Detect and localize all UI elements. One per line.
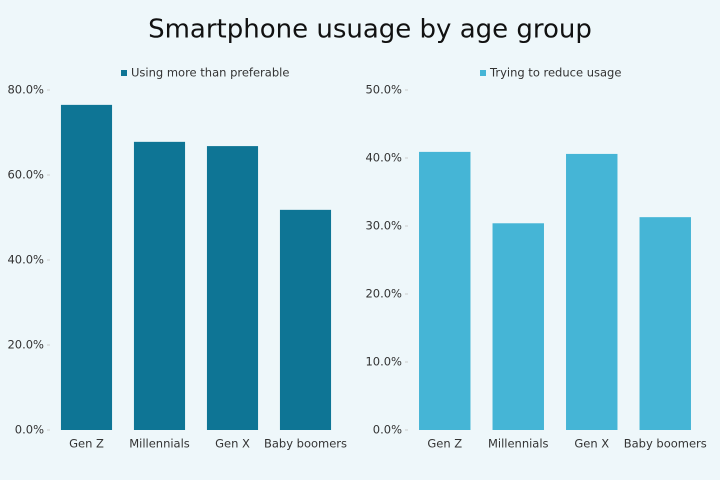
- chart-title: Smartphone usuage by age group: [148, 15, 592, 45]
- bar: [206, 146, 259, 430]
- y-tick-label: 60.0%: [7, 168, 44, 182]
- y-tick-label: 20.0%: [7, 338, 44, 352]
- legend-marker: [121, 70, 127, 76]
- x-tick-label: Gen X: [215, 437, 250, 451]
- bar: [639, 217, 691, 430]
- bar: [133, 141, 186, 430]
- y-tick-label: 40.0%: [365, 151, 402, 165]
- y-tick-label: 20.0%: [365, 287, 402, 301]
- x-tick-label: Baby boomers: [264, 437, 347, 451]
- y-tick-label: 80.0%: [7, 83, 44, 97]
- y-tick-label: 0.0%: [15, 423, 44, 437]
- x-tick-label: Millennials: [488, 437, 549, 451]
- bar: [60, 104, 113, 430]
- bar: [566, 153, 618, 431]
- bar: [419, 151, 471, 430]
- y-tick-label: 0.0%: [373, 423, 402, 437]
- legend-label: Using more than preferable: [131, 66, 289, 80]
- x-tick-label: Millennials: [129, 437, 190, 451]
- y-tick-label: 10.0%: [365, 355, 402, 369]
- y-tick-label: 40.0%: [7, 253, 44, 267]
- x-tick-label: Gen Z: [427, 437, 462, 451]
- x-tick-label: Gen Z: [69, 437, 104, 451]
- x-tick-label: Gen X: [574, 437, 609, 451]
- legend-marker: [480, 70, 486, 76]
- y-tick-label: 30.0%: [365, 219, 402, 233]
- y-tick-label: 50.0%: [365, 83, 402, 97]
- bar: [492, 223, 544, 430]
- legend-label: Trying to reduce usage: [489, 66, 621, 80]
- x-tick-label: Baby boomers: [624, 437, 707, 451]
- bar: [279, 209, 332, 430]
